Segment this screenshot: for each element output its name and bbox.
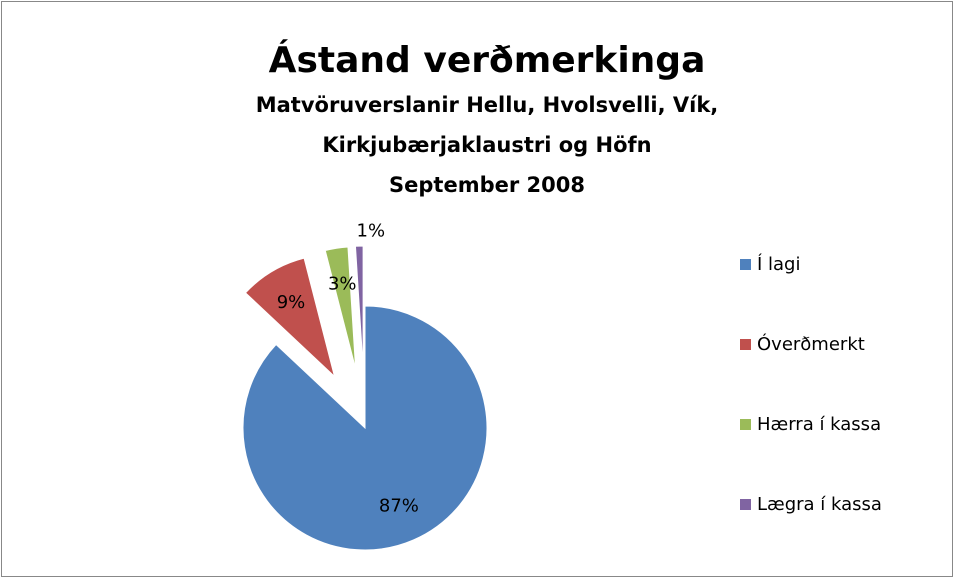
chart-title: Ástand verðmerkinga — [269, 39, 706, 81]
pie-slice — [324, 246, 357, 369]
data-label: 9% — [277, 292, 306, 313]
legend-swatch — [740, 259, 751, 270]
pie-slice — [244, 257, 336, 378]
legend-label: Í lagi — [757, 253, 801, 275]
chart-subtitle: Matvöruverslanir Hellu, Hvolsvelli, Vík, — [256, 93, 719, 117]
data-label: 87% — [379, 495, 419, 516]
pie-slice — [354, 245, 364, 369]
legend-label: Lægra í kassa — [757, 494, 882, 515]
chart-subtitle: Kirkjubærjaklaustri og Höfn — [322, 133, 651, 157]
data-label: 1% — [357, 220, 386, 241]
legend-label: Óverðmerkt — [757, 333, 865, 355]
data-label: 3% — [328, 273, 357, 294]
legend-swatch — [740, 499, 751, 510]
legend-label: Hærra í kassa — [757, 414, 881, 435]
chart-subtitle: September 2008 — [389, 173, 585, 197]
pie-slice — [242, 305, 488, 551]
legend-swatch — [740, 339, 751, 350]
legend-swatch — [740, 419, 751, 430]
